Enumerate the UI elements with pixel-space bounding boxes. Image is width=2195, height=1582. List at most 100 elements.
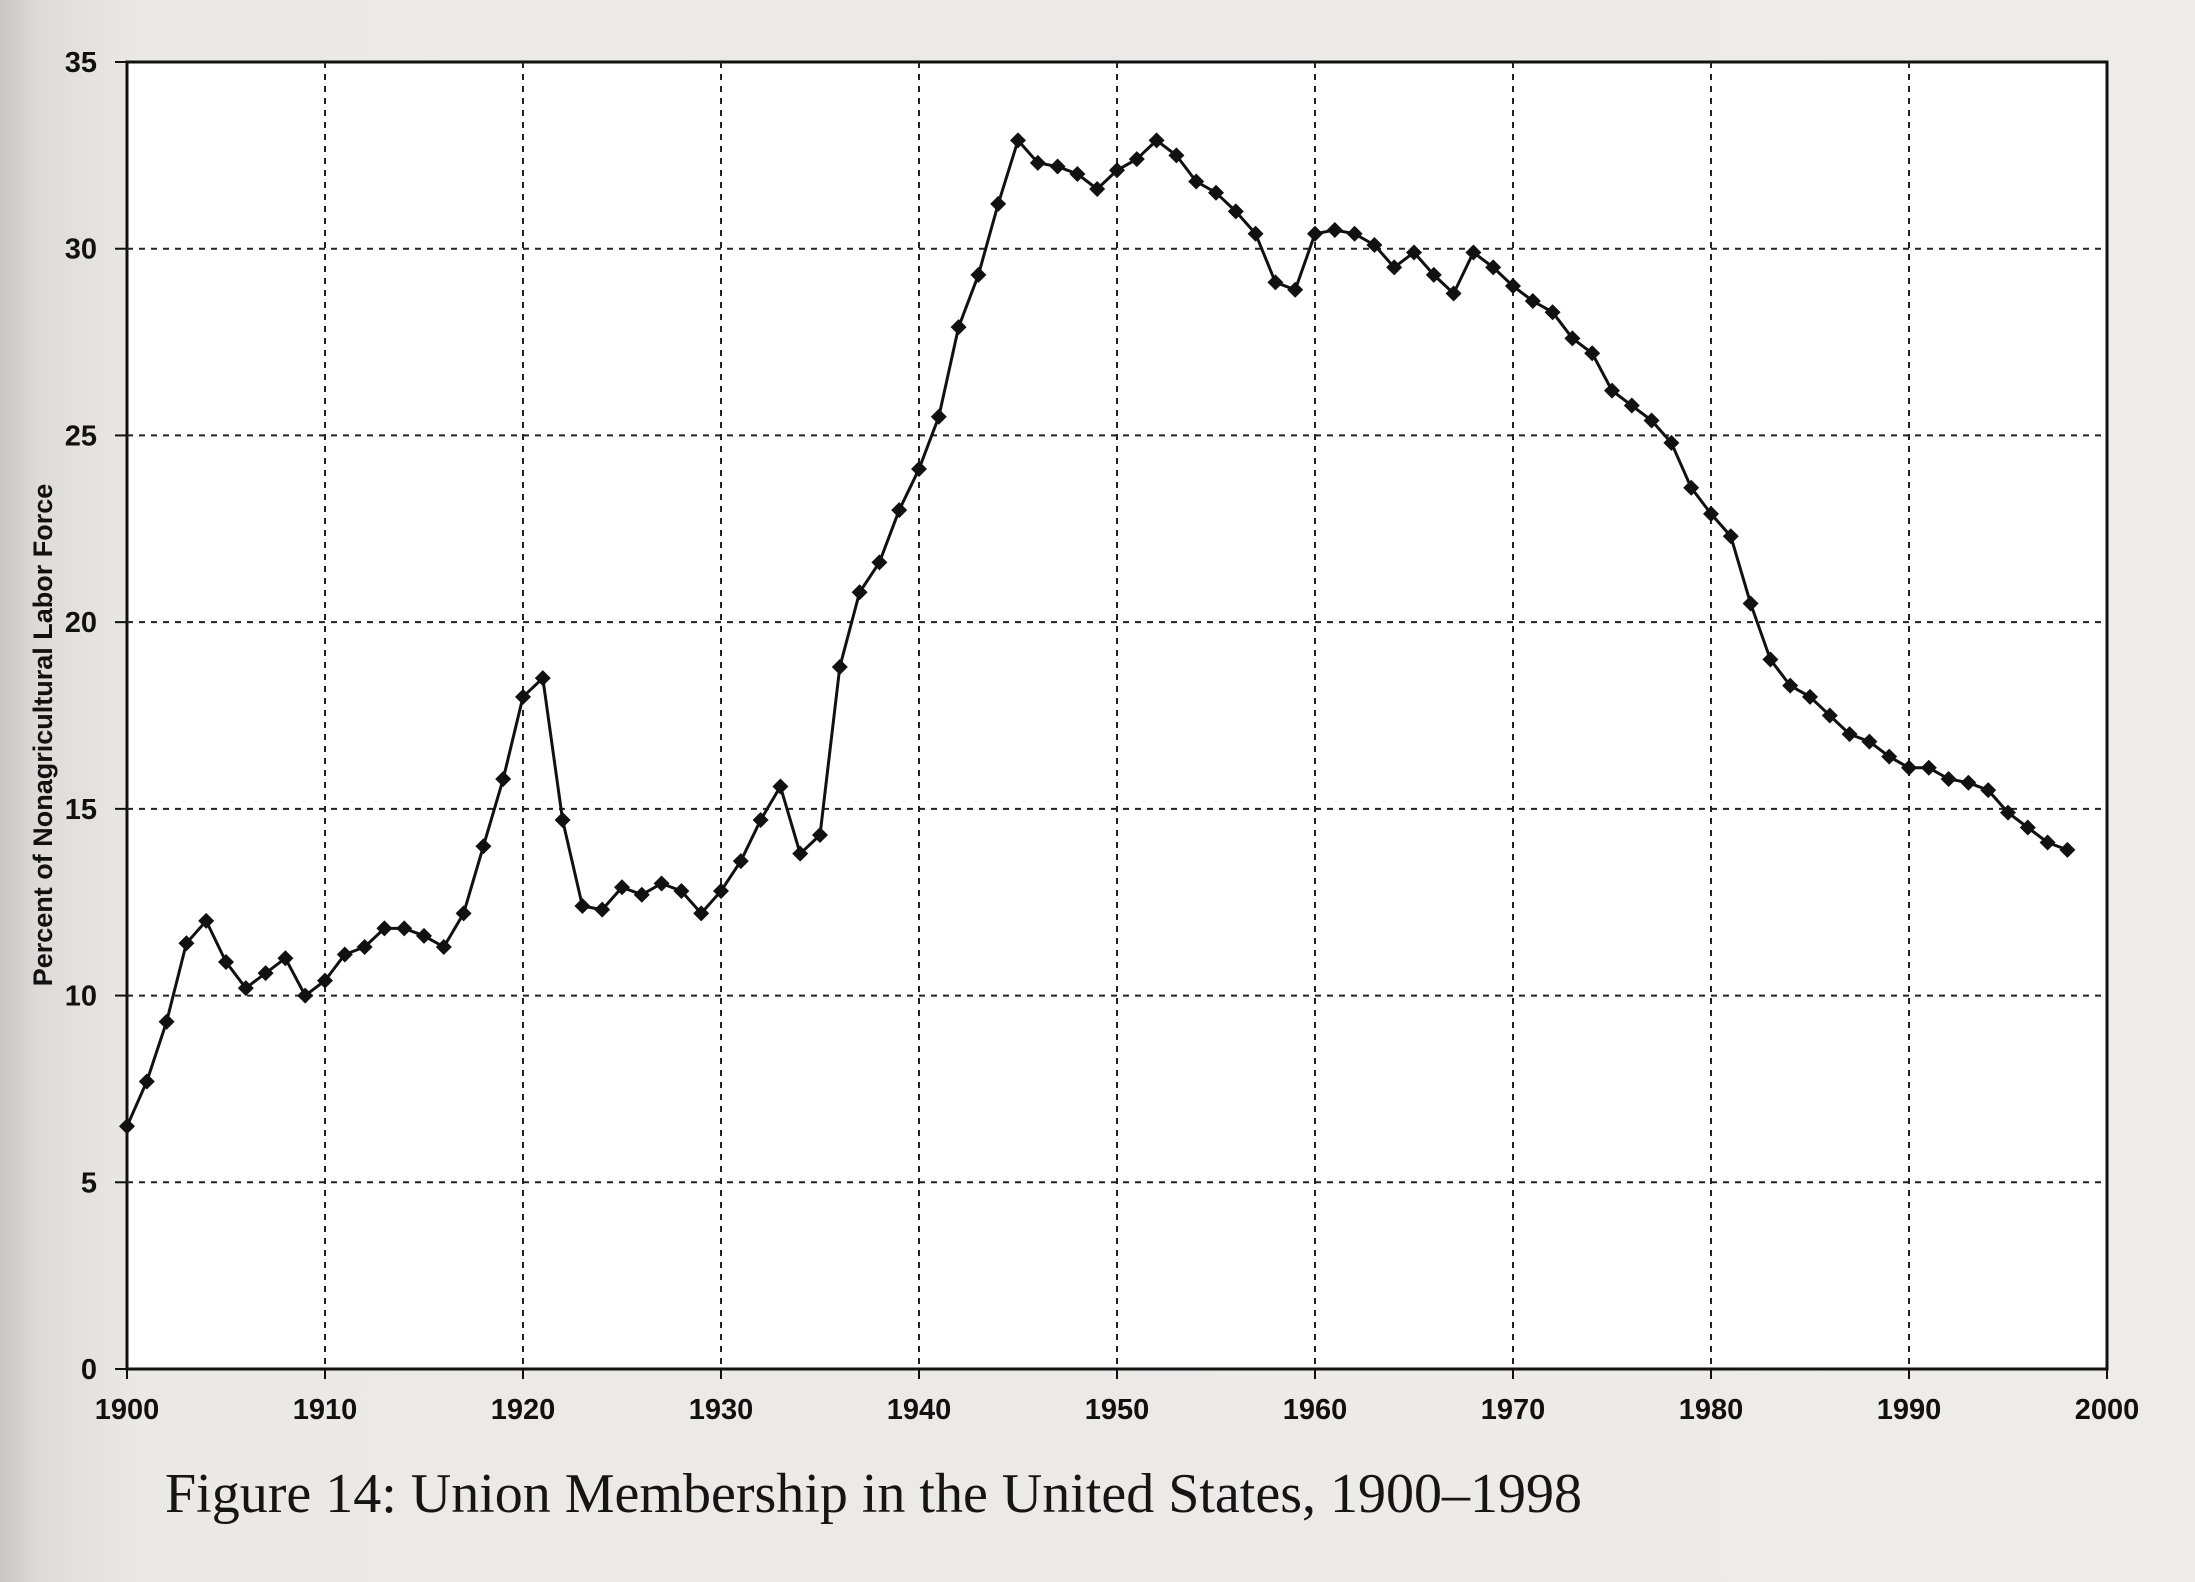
data-point bbox=[119, 1118, 135, 1135]
data-point bbox=[1287, 281, 1304, 298]
y-tick-label: 0 bbox=[81, 1354, 97, 1386]
y-tick-label: 35 bbox=[65, 47, 97, 79]
data-point bbox=[336, 946, 353, 963]
data-point bbox=[376, 920, 393, 937]
data-point bbox=[1821, 707, 1838, 724]
data-point bbox=[396, 920, 413, 937]
data-point bbox=[1128, 151, 1145, 168]
data-point bbox=[970, 266, 987, 283]
data-point bbox=[990, 195, 1007, 212]
data-point bbox=[2019, 819, 2036, 836]
x-tick-label: 1920 bbox=[491, 1394, 556, 1426]
data-point bbox=[930, 408, 947, 425]
x-tick-label: 2000 bbox=[2075, 1394, 2140, 1426]
figure-caption: Figure 14: Union Membership in the Unite… bbox=[165, 1463, 1582, 1525]
x-tick-label: 1980 bbox=[1679, 1394, 1744, 1426]
x-tick-label: 1940 bbox=[887, 1394, 952, 1426]
data-point bbox=[1208, 184, 1224, 201]
data-point bbox=[1406, 244, 1422, 261]
data-point bbox=[475, 838, 492, 855]
data-point bbox=[1267, 274, 1284, 291]
data-point bbox=[1049, 158, 1066, 175]
x-tick-label: 1900 bbox=[95, 1394, 160, 1426]
data-point bbox=[1485, 259, 1502, 276]
data-point bbox=[554, 812, 571, 829]
y-tick-label: 20 bbox=[65, 607, 97, 639]
data-point bbox=[1425, 266, 1442, 283]
x-axis-tick-labels: 1900 1910 1920 1930 1940 1950 1960 1970 1980 1990… bbox=[95, 1394, 2140, 1426]
data-point bbox=[515, 688, 531, 705]
y-tick-label: 5 bbox=[81, 1167, 97, 1199]
axis-ticks bbox=[115, 61, 2108, 1379]
data-point bbox=[257, 965, 274, 982]
data-point bbox=[1524, 292, 1541, 309]
data-point bbox=[792, 845, 809, 862]
data-point bbox=[831, 658, 848, 675]
data-point bbox=[297, 987, 314, 1004]
data-point bbox=[1307, 225, 1323, 242]
data-point bbox=[673, 883, 690, 900]
data-point bbox=[416, 927, 432, 944]
data-point bbox=[495, 770, 512, 787]
data-point bbox=[138, 1073, 155, 1090]
x-tick-label: 1970 bbox=[1481, 1394, 1546, 1426]
data-point bbox=[1465, 244, 1482, 261]
data-point bbox=[1881, 748, 1898, 765]
data-point bbox=[1841, 726, 1858, 743]
data-point bbox=[1762, 651, 1779, 668]
data-point bbox=[1247, 225, 1264, 242]
data-point bbox=[950, 319, 967, 336]
data-point bbox=[1227, 203, 1244, 220]
data-point bbox=[772, 778, 789, 795]
data-point bbox=[1584, 345, 1601, 362]
data-point bbox=[1782, 677, 1799, 694]
y-axis-title: Percent of Nonagricultural Labor Force bbox=[28, 484, 58, 987]
data-point bbox=[534, 670, 551, 687]
data-point bbox=[1029, 154, 1046, 171]
data-point bbox=[732, 853, 749, 870]
data-point bbox=[1980, 782, 1997, 799]
data-point bbox=[198, 912, 215, 929]
data-point bbox=[1742, 595, 1759, 612]
data-markers bbox=[119, 132, 2076, 1135]
data-point bbox=[1802, 688, 1818, 705]
data-point bbox=[178, 935, 195, 952]
data-point bbox=[2039, 834, 2056, 851]
data-point bbox=[911, 461, 927, 478]
data-point bbox=[1722, 528, 1739, 545]
data-point bbox=[1089, 180, 1106, 197]
data-point bbox=[1960, 774, 1977, 791]
data-point bbox=[1920, 759, 1937, 776]
data-point bbox=[1168, 147, 1185, 164]
data-point bbox=[891, 502, 908, 519]
y-axis-tick-labels: 0 5 10 15 20 25 30 35 bbox=[65, 47, 97, 1386]
data-point bbox=[752, 812, 769, 829]
data-point bbox=[1069, 166, 1086, 183]
grid-lines bbox=[127, 62, 2107, 1369]
data-point bbox=[693, 905, 710, 922]
data-point bbox=[218, 953, 234, 970]
data-point bbox=[1346, 225, 1363, 242]
y-tick-label: 30 bbox=[65, 234, 97, 266]
data-point bbox=[277, 950, 294, 967]
y-tick-label: 10 bbox=[65, 981, 97, 1013]
data-point bbox=[1663, 434, 1680, 451]
data-point bbox=[614, 879, 630, 896]
data-point bbox=[2059, 841, 2076, 858]
data-point bbox=[1703, 505, 1719, 522]
data-point bbox=[1901, 759, 1917, 776]
data-point bbox=[871, 554, 888, 571]
x-tick-label: 1960 bbox=[1283, 1394, 1348, 1426]
data-point bbox=[237, 980, 254, 997]
data-point bbox=[1683, 479, 1700, 496]
data-point bbox=[1505, 278, 1521, 295]
x-tick-label: 1950 bbox=[1085, 1394, 1150, 1426]
data-point bbox=[1940, 770, 1957, 787]
data-point bbox=[1010, 132, 1026, 149]
data-point bbox=[317, 972, 333, 989]
data-point bbox=[1109, 162, 1125, 179]
data-point bbox=[1445, 285, 1462, 302]
x-tick-label: 1910 bbox=[293, 1394, 358, 1426]
data-point bbox=[1386, 259, 1403, 276]
